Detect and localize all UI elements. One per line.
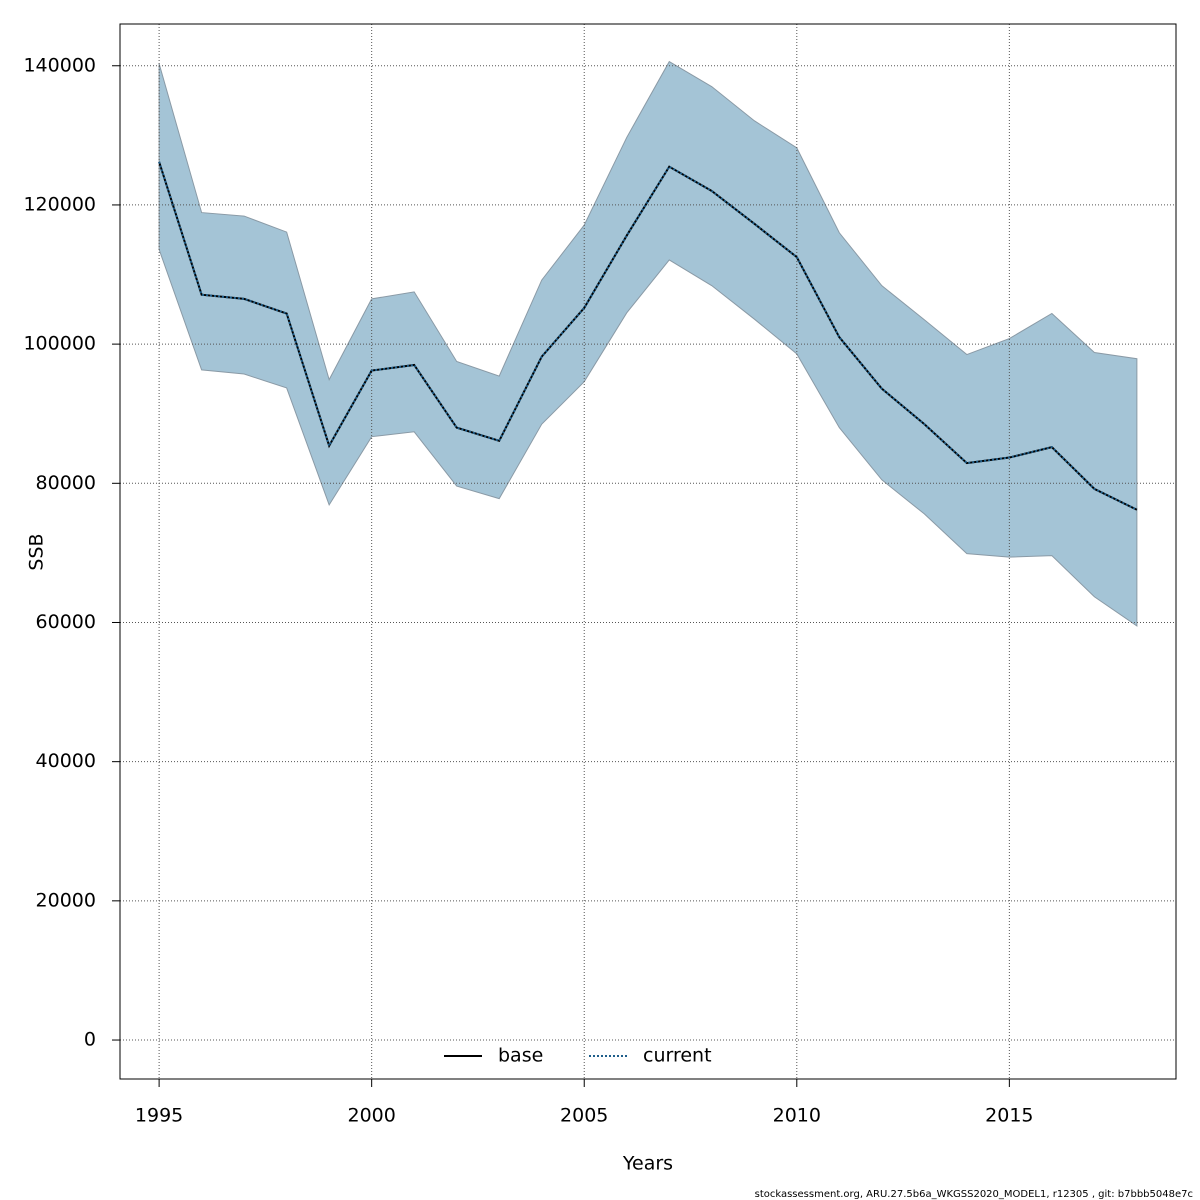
x-tick-label: 2015 bbox=[985, 1105, 1033, 1127]
y-tick-label: 100000 bbox=[23, 333, 96, 355]
x-tick-label: 2000 bbox=[347, 1105, 395, 1127]
y-tick-label: 0 bbox=[84, 1029, 96, 1051]
y-tick-label: 140000 bbox=[23, 54, 96, 76]
confidence-band bbox=[158, 60, 1138, 627]
y-tick-label: 60000 bbox=[36, 611, 96, 633]
y-tick-label: 20000 bbox=[36, 889, 96, 911]
footer: stockassessment.org, ARU.27.5b6a_WKGSS20… bbox=[755, 1189, 1193, 1200]
y-tick-label: 40000 bbox=[36, 750, 96, 772]
y-tick-label: 80000 bbox=[36, 472, 96, 494]
x-tick-label: 2010 bbox=[773, 1105, 821, 1127]
x-tick-label: 2005 bbox=[560, 1105, 608, 1127]
x-tick-label: 1995 bbox=[135, 1105, 183, 1127]
legend-label: current bbox=[643, 1045, 712, 1067]
y-tick-label: 120000 bbox=[23, 193, 96, 215]
plot-frame bbox=[119, 23, 1177, 1080]
series-line bbox=[158, 161, 1138, 511]
y-axis-label: SSB bbox=[26, 533, 48, 570]
legend-label: base bbox=[498, 1045, 543, 1067]
x-axis-label: Years bbox=[622, 1153, 673, 1175]
